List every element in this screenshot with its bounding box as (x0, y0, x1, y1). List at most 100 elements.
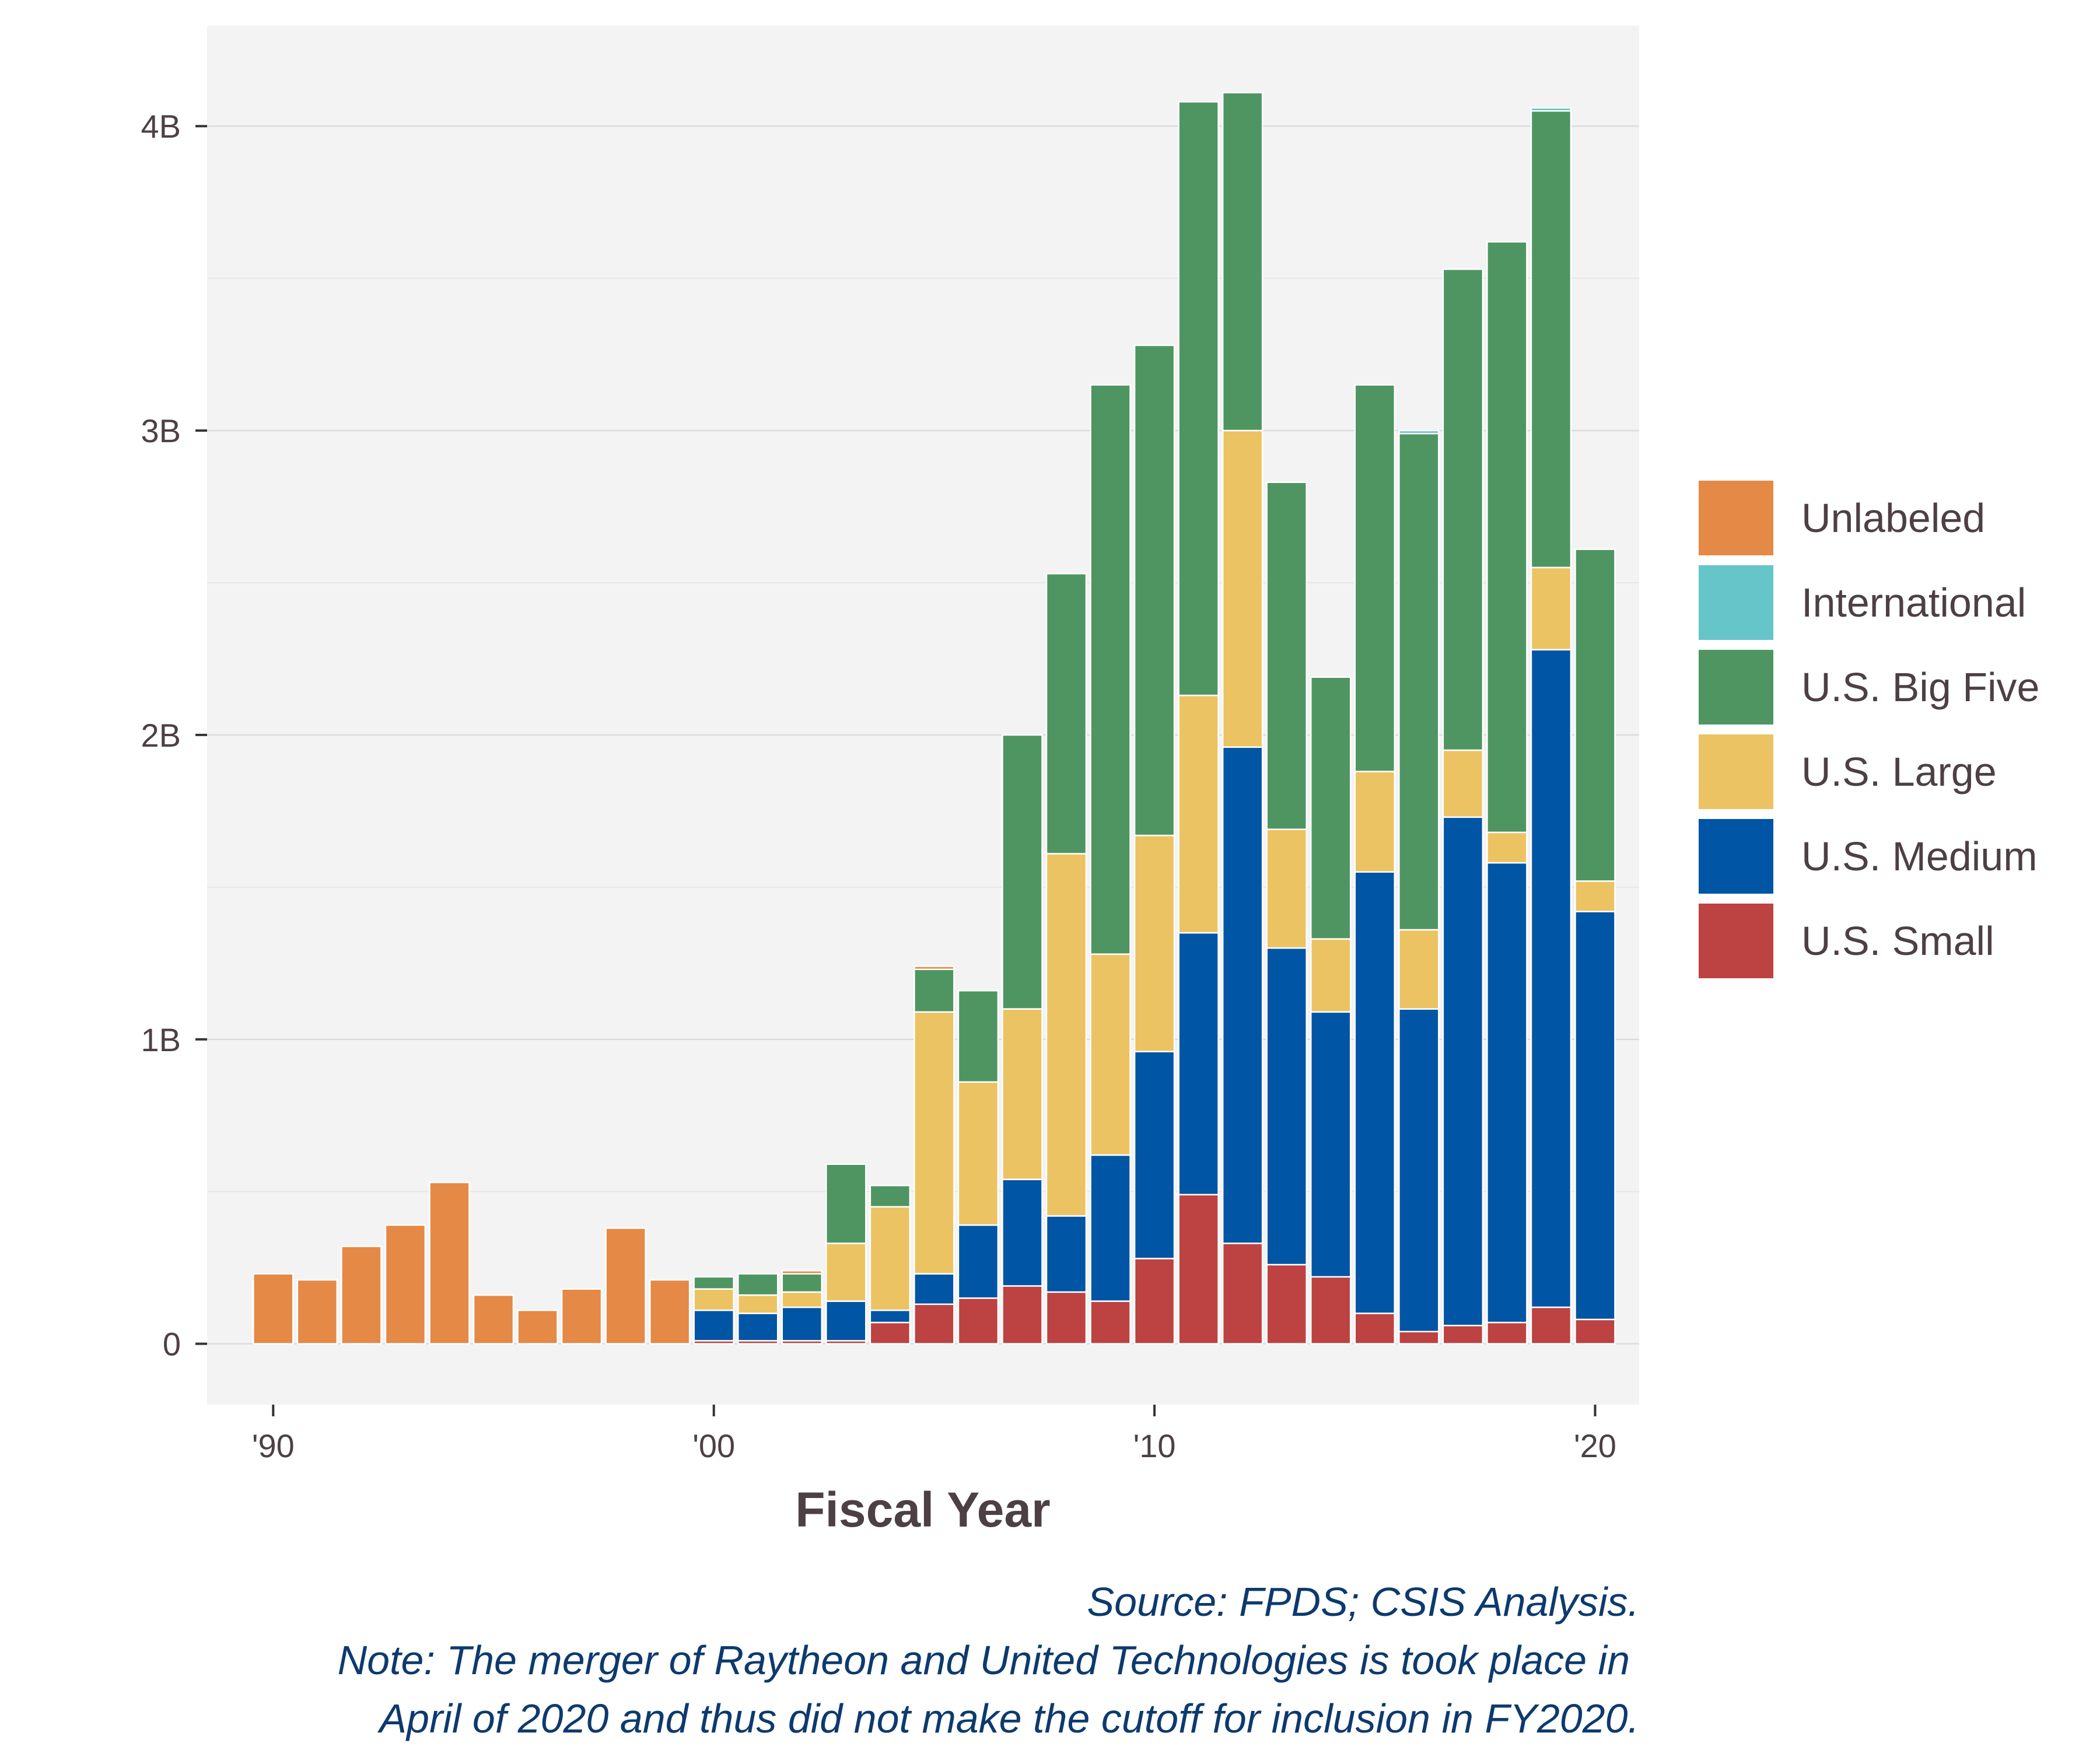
bar-segment-u-s-medium-2011 (1178, 932, 1219, 1196)
bar-segment-unlabeled-1995 (473, 1294, 514, 1345)
legend-label: U.S. Big Five (1801, 664, 2039, 710)
bar-segment-u-s-large-2019 (1530, 566, 1572, 651)
legend-label: U.S. Large (1801, 749, 1997, 794)
bar-segment-u-s-small-2016 (1398, 1331, 1440, 1345)
y-tick-label: 4B (141, 108, 181, 145)
bar-segment-u-s-big-five-2011 (1178, 101, 1219, 696)
bar-segment-u-s-big-five-2007 (1002, 734, 1043, 1010)
legend-swatch (1696, 732, 1776, 811)
bar-segment-u-s-medium-2010 (1133, 1051, 1175, 1259)
legend-label: U.S. Small (1801, 918, 1994, 964)
bar-segment-u-s-medium-2004 (869, 1309, 911, 1324)
bar-segment-u-s-medium-2012 (1222, 746, 1264, 1244)
y-tick-label: 1B (141, 1021, 181, 1058)
bar-segment-u-s-medium-2015 (1354, 871, 1396, 1314)
bar-segment-u-s-small-2020 (1574, 1318, 1616, 1345)
bar-segment-u-s-small-2017 (1442, 1325, 1484, 1345)
legend-swatch (1696, 648, 1776, 727)
bar-segment-international-2019 (1530, 107, 1572, 112)
bar-segment-u-s-large-2020 (1574, 880, 1616, 912)
x-tick-label: '00 (692, 1427, 735, 1464)
bar-segment-u-s-large-2006 (957, 1081, 999, 1226)
bar-segment-u-s-medium-2005 (914, 1273, 955, 1306)
x-axis: '90 '00 '10 '20 (252, 1405, 1616, 1464)
bar-segment-u-s-large-2000 (693, 1288, 734, 1311)
bar-segment-u-s-big-five-2004 (869, 1185, 911, 1208)
legend: Unlabeled International U.S. Big Five U.S. … (1696, 478, 2039, 981)
bar-segment-u-s-medium-2002 (781, 1306, 823, 1342)
x-axis-title: Fiscal Year (795, 1482, 1050, 1537)
legend-swatch (1696, 478, 1776, 558)
legend-label: Unlabeled (1801, 495, 1985, 541)
x-tick-label: '90 (252, 1427, 295, 1464)
bar-segment-u-s-medium-2019 (1530, 649, 1572, 1308)
bar-segment-u-s-large-2011 (1178, 694, 1219, 934)
bar-segment-u-s-big-five-2001 (737, 1273, 779, 1296)
y-axis: 0 1B 2B 3B 4B (141, 108, 207, 1363)
bar-segment-u-s-large-2017 (1442, 749, 1484, 818)
bar-segment-u-s-large-2015 (1354, 771, 1396, 873)
bar-segment-u-s-small-2011 (1178, 1194, 1219, 1345)
bar-segment-u-s-big-five-2000 (693, 1276, 734, 1290)
bar-segment-u-s-large-2012 (1222, 429, 1264, 748)
bar-segment-u-s-big-five-2012 (1222, 92, 1264, 432)
bar-segment-u-s-large-2016 (1398, 929, 1440, 1010)
bar-segment-u-s-small-2014 (1310, 1276, 1352, 1345)
bar-segment-u-s-large-2005 (914, 1011, 955, 1275)
bar-segment-unlabeled-1997 (561, 1288, 603, 1345)
bar-segment-u-s-large-2008 (1045, 853, 1087, 1217)
bar-segment-u-s-medium-2000 (693, 1309, 734, 1342)
bar-segment-u-s-large-2007 (1002, 1008, 1043, 1181)
bar-segment-u-s-big-five-2005 (914, 968, 955, 1013)
bar-segment-u-s-medium-2014 (1310, 1011, 1352, 1278)
y-tick-label: 0 (163, 1326, 181, 1363)
bar-segment-u-s-small-2012 (1222, 1242, 1264, 1345)
bar-segment-u-s-small-2010 (1133, 1258, 1175, 1345)
bar-segment-u-s-small-2006 (957, 1297, 999, 1345)
bar-segment-u-s-medium-2016 (1398, 1008, 1440, 1333)
bar-segment-u-s-medium-2007 (1002, 1178, 1043, 1287)
bar-segment-u-s-big-five-2018 (1486, 241, 1528, 834)
legend-label: U.S. Medium (1801, 834, 2038, 879)
bar-segment-unlabeled-2005 (914, 965, 955, 970)
bar-segment-u-s-medium-2017 (1442, 816, 1484, 1326)
caption-note-line2: April of 2020 and thus did not make the … (377, 1696, 1639, 1741)
bar-segment-u-s-large-2014 (1310, 938, 1352, 1013)
bar-segment-u-s-small-2009 (1090, 1300, 1131, 1345)
bar-segment-u-s-small-2005 (914, 1303, 955, 1345)
bar-segment-u-s-big-five-2003 (825, 1163, 867, 1244)
bar-segment-u-s-large-2010 (1133, 834, 1175, 1052)
bar-segment-unlabeled-1993 (384, 1224, 426, 1345)
bar-segment-u-s-large-2018 (1486, 831, 1528, 864)
x-tick-label: '20 (1574, 1427, 1616, 1464)
bar-segment-u-s-medium-2006 (957, 1224, 999, 1299)
legend-swatch (1696, 901, 1776, 981)
bar-segment-u-s-medium-2001 (737, 1312, 779, 1342)
legend-swatch (1696, 817, 1776, 896)
caption: Source: FPDS; CSIS Analysis. Note: The m… (338, 1579, 1639, 1741)
bar-segment-u-s-big-five-2006 (957, 990, 999, 1083)
bar-segment-u-s-big-five-2009 (1090, 384, 1131, 955)
bar-segment-u-s-medium-2008 (1045, 1215, 1087, 1293)
bar-segment-u-s-big-five-2013 (1266, 481, 1307, 830)
bar-segment-u-s-small-2004 (869, 1321, 911, 1345)
bar-segment-unlabeled-1992 (341, 1245, 382, 1345)
bar-segment-unlabeled-1991 (296, 1279, 338, 1345)
bar-segment-u-s-small-2018 (1486, 1321, 1528, 1345)
bar-segment-u-s-big-five-2020 (1574, 548, 1616, 882)
bar-segment-unlabeled-1994 (429, 1181, 470, 1345)
y-tick-label: 2B (141, 717, 181, 754)
bar-segment-u-s-big-five-2010 (1133, 344, 1175, 836)
bar-segment-u-s-medium-2009 (1090, 1154, 1131, 1302)
bar-segment-international-2016 (1398, 429, 1440, 435)
legend-label: International (1801, 580, 2026, 625)
bar-segment-u-s-large-2009 (1090, 953, 1131, 1156)
bar-segment-unlabeled-1998 (605, 1227, 646, 1345)
bar-segment-u-s-medium-2020 (1574, 911, 1616, 1321)
bar-segment-unlabeled-2002 (781, 1270, 823, 1275)
bar-segment-u-s-large-2003 (825, 1242, 867, 1302)
bar-segment-u-s-large-2001 (737, 1294, 779, 1314)
legend-swatch (1696, 563, 1776, 642)
bar-segment-u-s-big-five-2008 (1045, 573, 1087, 855)
bar-segment-u-s-big-five-2016 (1398, 433, 1440, 931)
